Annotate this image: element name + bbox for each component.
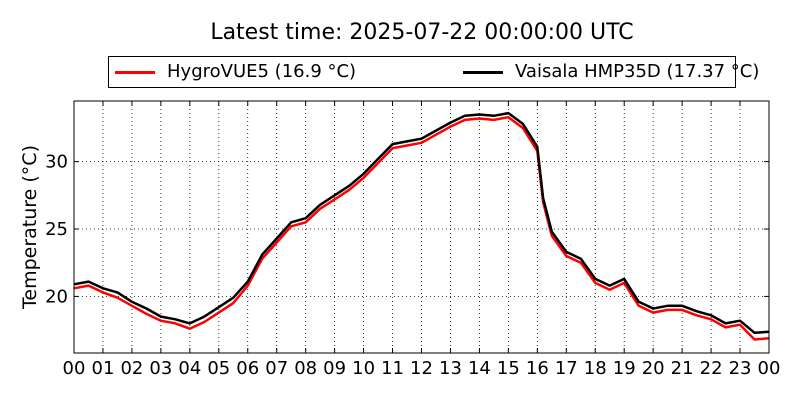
x-tick-label: 15 bbox=[497, 358, 520, 379]
x-tick-label: 12 bbox=[410, 358, 433, 379]
legend-swatch-hygrovue5 bbox=[115, 71, 155, 74]
x-tick-label: 00 bbox=[758, 358, 781, 379]
y-tick-label: 30 bbox=[45, 152, 68, 173]
x-tick-label: 18 bbox=[584, 358, 607, 379]
legend-label-hygrovue5: HygroVUE5 (16.9 °C) bbox=[167, 61, 357, 82]
x-tick-label: 19 bbox=[613, 358, 636, 379]
legend-swatch-vaisala bbox=[463, 71, 503, 74]
x-tick-label: 09 bbox=[323, 358, 346, 379]
x-tick-label: 17 bbox=[555, 358, 578, 379]
y-axis-label: Temperature (°C) bbox=[19, 145, 41, 309]
x-tick-label: 10 bbox=[352, 358, 375, 379]
x-tick-label: 21 bbox=[671, 358, 694, 379]
x-tick-label: 04 bbox=[178, 358, 201, 379]
x-tick-label: 11 bbox=[381, 358, 404, 379]
x-tick-label: 14 bbox=[468, 358, 491, 379]
x-tick-label: 02 bbox=[120, 358, 143, 379]
y-tick-label: 25 bbox=[45, 219, 68, 240]
legend: HygroVUE5 (16.9 °C) Vaisala HMP35D (17.3… bbox=[108, 56, 759, 88]
x-tick-label: 23 bbox=[729, 358, 752, 379]
x-tick-label: 20 bbox=[642, 358, 665, 379]
x-tick-label: 06 bbox=[236, 358, 259, 379]
series-line-vaisala bbox=[73, 111, 770, 335]
x-tick-label: 16 bbox=[526, 358, 549, 379]
series-line-hygrovue5 bbox=[73, 115, 770, 341]
x-tick-label: 03 bbox=[149, 358, 172, 379]
x-tick-label: 01 bbox=[92, 358, 115, 379]
x-tick-label: 05 bbox=[207, 358, 230, 379]
x-tick-label: 13 bbox=[439, 358, 462, 379]
x-tick-label: 08 bbox=[294, 358, 317, 379]
x-tick-label: 00 bbox=[63, 358, 86, 379]
y-tick-label: 20 bbox=[45, 286, 68, 307]
x-tick-label: 07 bbox=[265, 358, 288, 379]
chart-title: Latest time: 2025-07-22 00:00:00 UTC bbox=[210, 20, 634, 45]
x-tick-label: 22 bbox=[700, 358, 723, 379]
legend-label-vaisala: Vaisala HMP35D (17.37 °C) bbox=[515, 61, 760, 82]
